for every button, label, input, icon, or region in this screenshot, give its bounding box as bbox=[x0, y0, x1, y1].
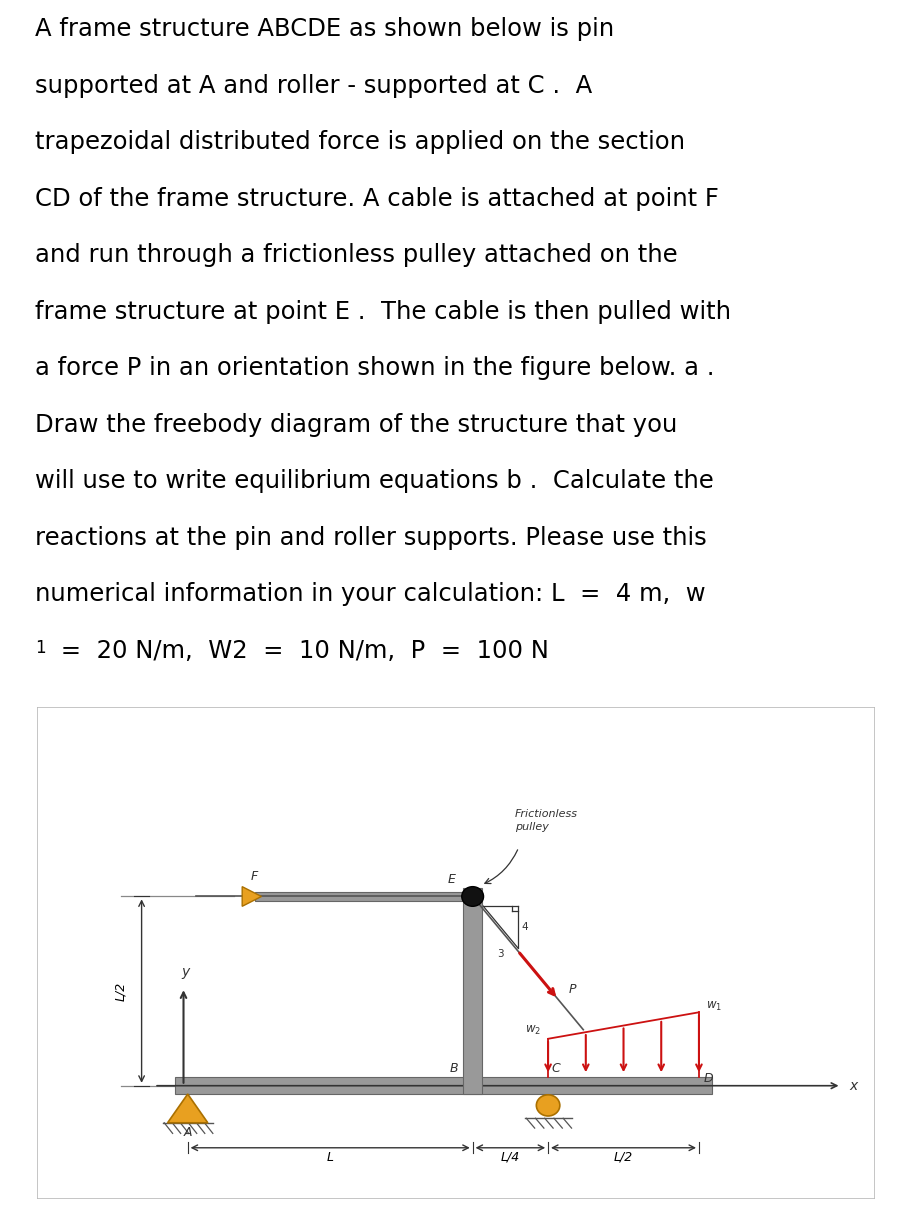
Text: L/2: L/2 bbox=[114, 982, 127, 1001]
Text: A frame structure ABCDE as shown below is pin: A frame structure ABCDE as shown below i… bbox=[35, 17, 614, 42]
Text: Draw the freebody diagram of the structure that you: Draw the freebody diagram of the structu… bbox=[35, 412, 677, 437]
Text: will use to write equilibrium equations b .  Calculate the: will use to write equilibrium equations … bbox=[35, 469, 714, 493]
Bar bbox=[255, 892, 478, 902]
Text: Frictionless
pulley: Frictionless pulley bbox=[515, 809, 577, 833]
Text: =  20 N/m,  W2  =  10 N/m,  P  =  100 N: = 20 N/m, W2 = 10 N/m, P = 100 N bbox=[53, 638, 549, 663]
Text: B: B bbox=[449, 1061, 458, 1075]
Bar bbox=[175, 1077, 712, 1093]
Text: y: y bbox=[181, 966, 190, 979]
Text: L: L bbox=[327, 1150, 333, 1164]
Text: 1: 1 bbox=[35, 638, 46, 657]
Text: supported at A and roller - supported at C .  A: supported at A and roller - supported at… bbox=[35, 74, 592, 97]
Text: frame structure at point E .  The cable is then pulled with: frame structure at point E . The cable i… bbox=[35, 300, 731, 323]
Circle shape bbox=[536, 1095, 560, 1116]
Text: $w_2$: $w_2$ bbox=[525, 1023, 542, 1037]
Text: D: D bbox=[704, 1071, 714, 1085]
Text: P: P bbox=[568, 983, 576, 996]
Text: x: x bbox=[850, 1079, 858, 1092]
Text: 3: 3 bbox=[497, 950, 504, 959]
Text: $w_1$: $w_1$ bbox=[705, 1000, 722, 1014]
Text: E: E bbox=[448, 873, 455, 886]
Text: F: F bbox=[251, 870, 259, 883]
Text: CD of the frame structure. A cable is attached at point F: CD of the frame structure. A cable is at… bbox=[35, 187, 719, 210]
Text: trapezoidal distributed force is applied on the section: trapezoidal distributed force is applied… bbox=[35, 130, 685, 154]
Text: and run through a frictionless pulley attached on the: and run through a frictionless pulley at… bbox=[35, 244, 678, 267]
Bar bbox=[463, 888, 482, 1093]
Polygon shape bbox=[168, 1093, 208, 1123]
Polygon shape bbox=[242, 887, 262, 907]
Text: C: C bbox=[552, 1061, 560, 1075]
Text: A: A bbox=[183, 1127, 192, 1139]
Text: numerical information in your calculation: L  =  4 m,  w: numerical information in your calculatio… bbox=[35, 582, 705, 606]
Text: 4: 4 bbox=[521, 921, 528, 932]
Text: L/4: L/4 bbox=[501, 1150, 520, 1164]
Text: L/2: L/2 bbox=[614, 1150, 633, 1164]
Circle shape bbox=[461, 887, 484, 907]
Text: a force P in an orientation shown in the figure below. a .: a force P in an orientation shown in the… bbox=[35, 357, 715, 380]
Text: reactions at the pin and roller supports. Please use this: reactions at the pin and roller supports… bbox=[35, 525, 706, 550]
